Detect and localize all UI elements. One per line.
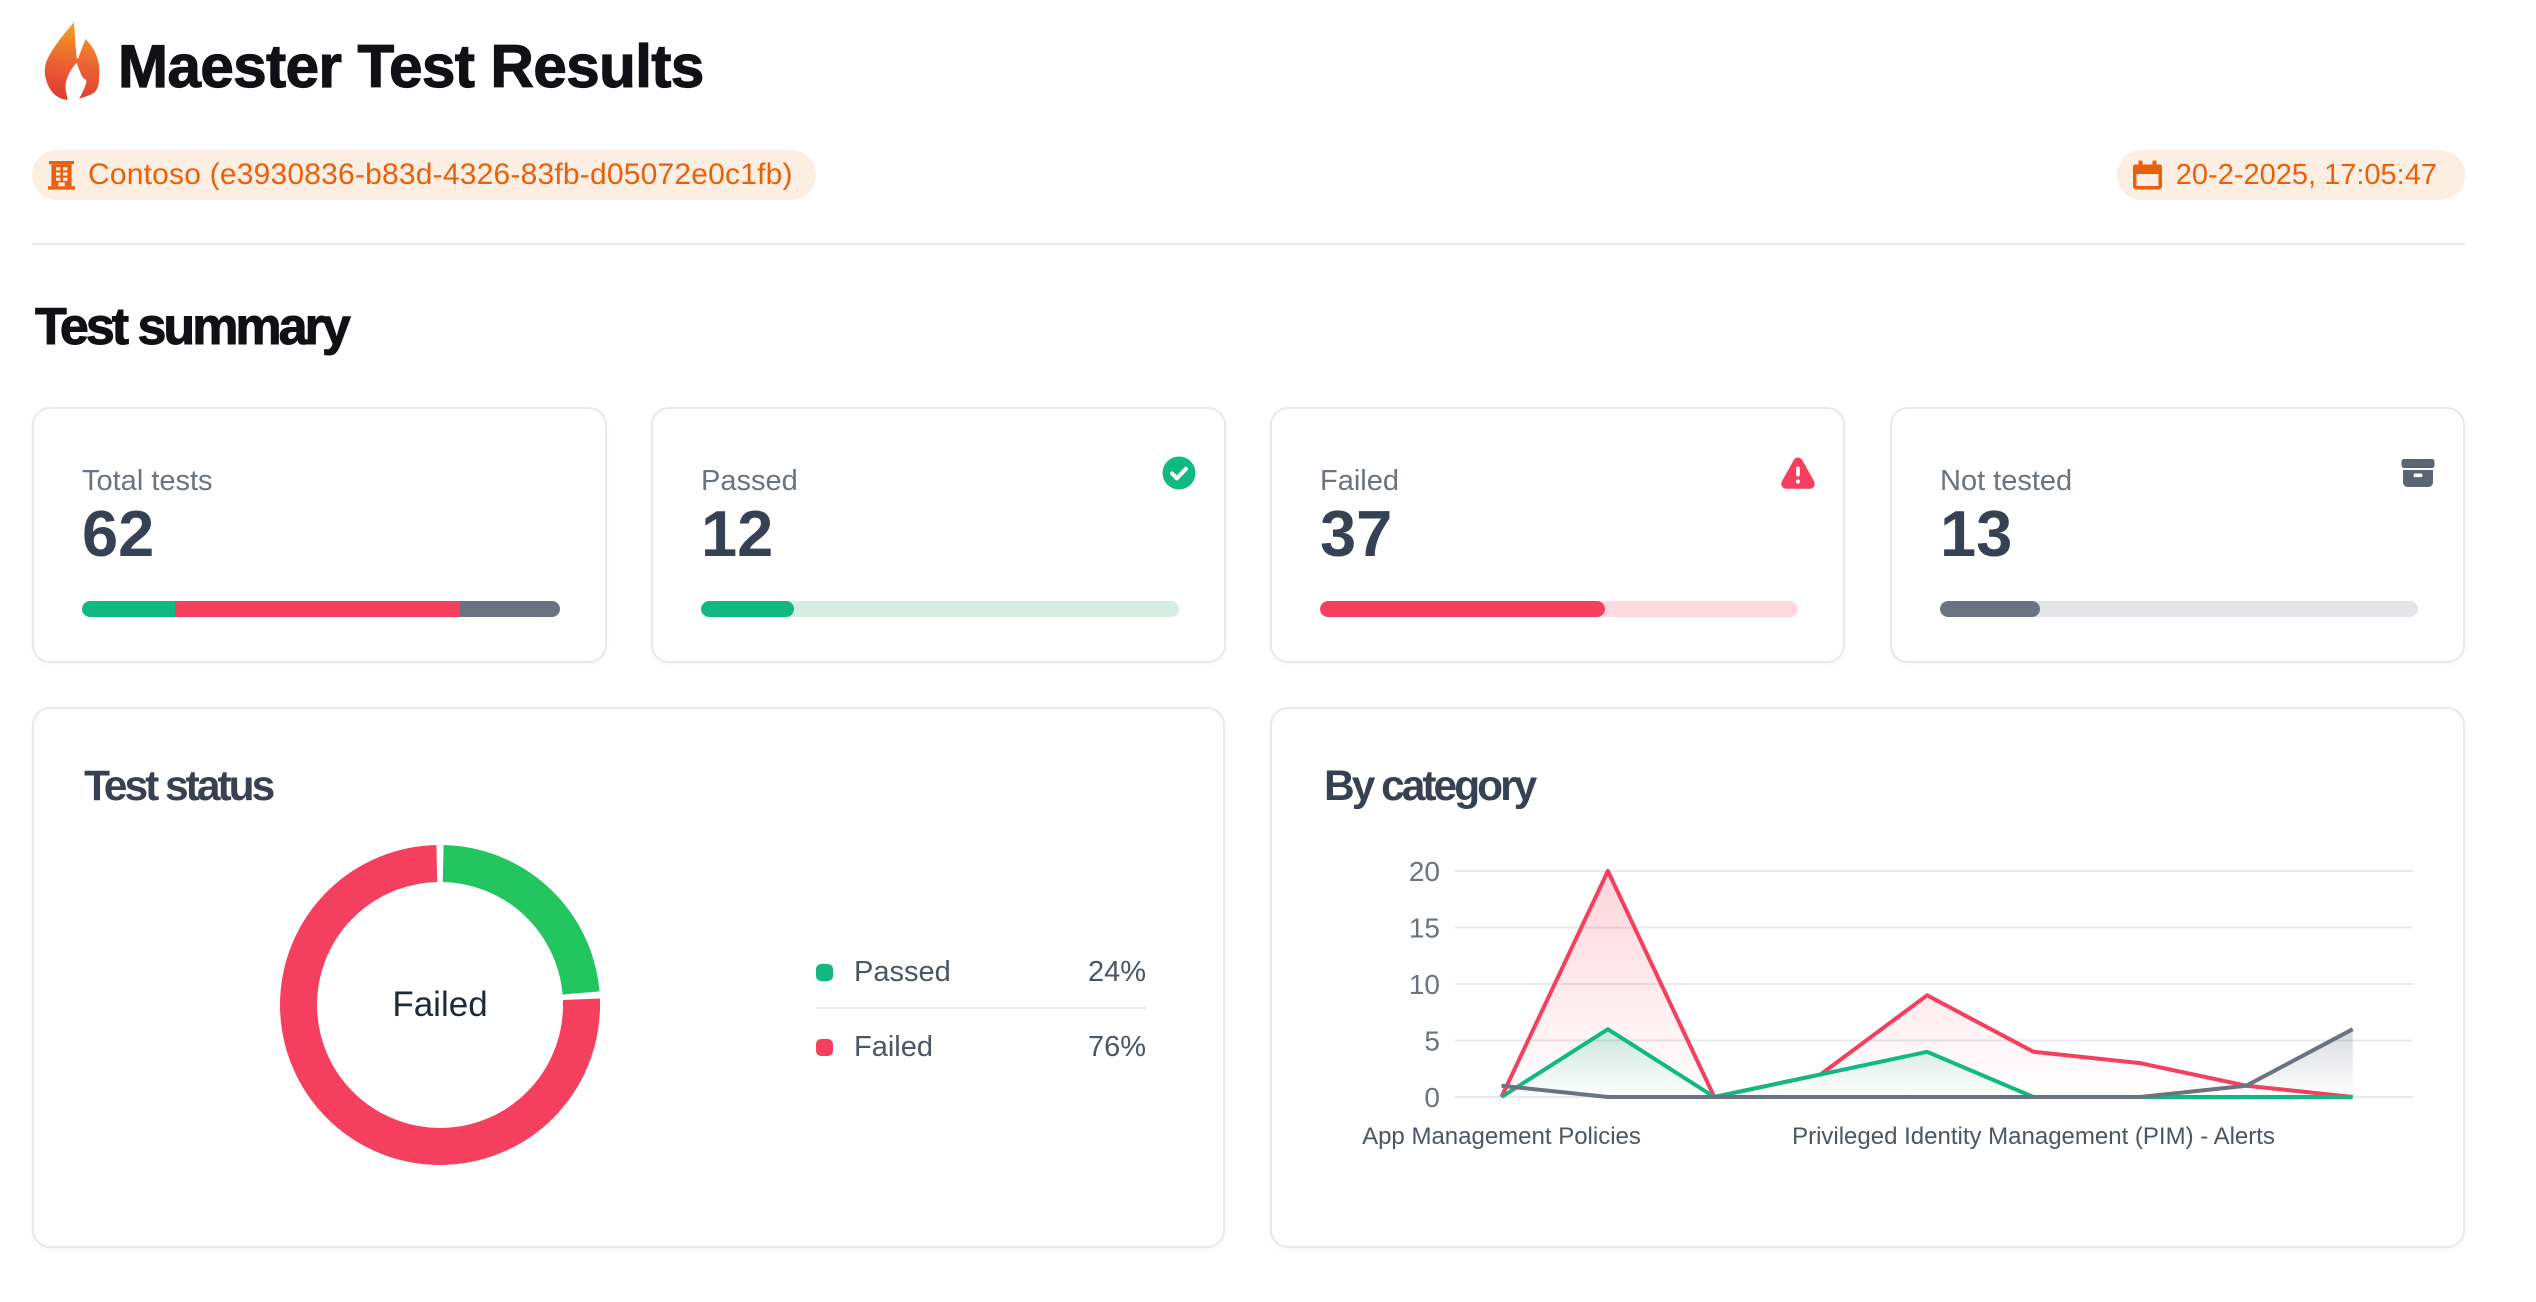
svg-text:Privileged Identity Management: Privileged Identity Management (PIM) - A…: [1792, 1123, 2275, 1150]
svg-text:20: 20: [1409, 856, 1440, 887]
svg-text:5: 5: [1424, 1026, 1440, 1057]
svg-text:15: 15: [1409, 913, 1440, 944]
svg-text:10: 10: [1409, 969, 1440, 1000]
svg-text:App Management Policies: App Management Policies: [1362, 1123, 1641, 1150]
svg-text:0: 0: [1424, 1082, 1440, 1113]
